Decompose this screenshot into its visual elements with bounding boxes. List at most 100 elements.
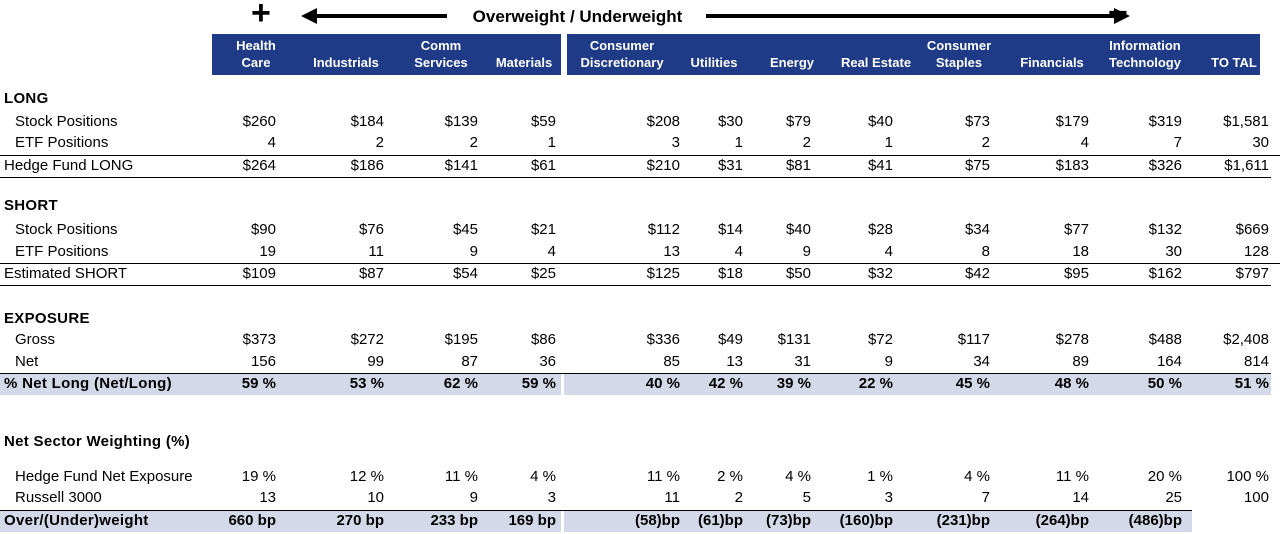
cell-energy: 39 % — [776, 375, 811, 392]
cell-consumer-staples: $117 — [957, 331, 990, 348]
arrow-left-line — [315, 14, 447, 18]
cell-consumer-staples: 8 — [981, 243, 990, 260]
row-label: Stock Positions — [15, 221, 118, 238]
cell-consumer-discretionary: 11 % — [646, 468, 680, 485]
cell-consumer-staples: (231)bp — [936, 512, 990, 529]
col-header-health-care: Health Care — [236, 38, 276, 70]
cell-consumer-discretionary: $336 — [646, 331, 680, 348]
col-header-utilities: Utilities — [690, 55, 738, 70]
rule-short — [0, 263, 1280, 264]
cell-information-technology: 30 — [1165, 243, 1182, 260]
cell-consumer-discretionary: 85 — [663, 353, 680, 370]
cell-utilities: $49 — [717, 331, 743, 348]
cell-utilities: 42 % — [708, 375, 743, 392]
band-separator — [561, 374, 564, 395]
band-pct-net-long — [0, 374, 1271, 395]
cell-consumer-discretionary: 13 — [663, 243, 680, 260]
cell-consumer-staples: $34 — [964, 221, 990, 238]
cell-consumer-discretionary: 11 — [664, 489, 680, 506]
cell-comm-services: 87 — [461, 353, 478, 370]
cell-health-care: 19 — [259, 243, 276, 260]
row-est-short: Estimated SHORT $109 $87 $54 $25 $125 $18 $50 $3… — [0, 265, 1280, 286]
cell-health-care: 19 % — [241, 468, 276, 485]
cell-energy: 2 — [802, 134, 811, 151]
cell-materials: $61 — [530, 157, 556, 174]
row-net: Net 156 99 87 36 85 13 31 9 34 89 164 814 — [0, 353, 1280, 374]
cell-consumer-staples: 34 — [973, 353, 990, 370]
cell-total: 814 — [1243, 353, 1269, 370]
cell-real-estate: 4 — [884, 243, 893, 260]
cell-consumer-discretionary: $112 — [647, 221, 680, 238]
row-short-stock: Stock Positions $90 $76 $45 $21 $112 $14 $40 $28… — [0, 221, 1280, 242]
cell-total: 100 % — [1226, 468, 1269, 485]
cell-utilities: 2 — [734, 489, 743, 506]
cell-information-technology: $162 — [1148, 265, 1182, 282]
cell-real-estate: (160)bp — [839, 512, 893, 529]
section-exposure: EXPOSURE — [4, 310, 90, 327]
cell-financials: $278 — [1055, 331, 1089, 348]
cell-comm-services: $195 — [444, 331, 478, 348]
cell-information-technology: 164 — [1156, 353, 1182, 370]
row-label: Stock Positions — [15, 113, 118, 130]
cell-consumer-staples: 45 % — [955, 375, 990, 392]
cell-energy: 4 % — [785, 468, 811, 485]
arrow-right-line — [706, 14, 1116, 18]
cell-materials: 1 — [547, 134, 556, 151]
header-bar-overweight — [212, 34, 561, 75]
cell-energy: $81 — [785, 157, 811, 174]
cell-health-care: 660 bp — [228, 512, 276, 529]
cell-materials: 4 — [547, 243, 556, 260]
cell-consumer-discretionary: $125 — [646, 265, 680, 282]
cell-total: $1,611 — [1224, 157, 1269, 174]
row-pct-net-long: % Net Long (Net/Long) 59 % 53 % 62 % 59 % 40 … — [0, 375, 1280, 396]
row-label: Net — [15, 353, 39, 370]
cell-health-care: 4 — [267, 134, 276, 151]
cell-information-technology: $319 — [1148, 113, 1182, 130]
col-header-real-estate: Real Estate — [840, 55, 912, 70]
row-long-etf: ETF Positions 4 2 2 1 3 1 2 1 2 4 7 30 — [0, 134, 1280, 155]
row-hf-net-exposure: Hedge Fund Net Exposure 19 % 12 % 11 % 4 % 11… — [0, 468, 1280, 489]
col-header-consumer-discretionary: Consumer Discretionary — [580, 38, 664, 70]
cell-information-technology: 25 — [1165, 489, 1182, 506]
cell-industrials: 99 — [367, 353, 384, 370]
cell-industrials: $87 — [358, 265, 384, 282]
cell-consumer-discretionary: $210 — [646, 157, 680, 174]
cell-materials: $21 — [530, 221, 556, 238]
cell-information-technology: (486)bp — [1128, 512, 1182, 529]
cell-consumer-staples: 4 % — [964, 468, 990, 485]
cell-financials: 18 — [1072, 243, 1089, 260]
cell-comm-services: 9 — [469, 243, 478, 260]
cell-energy: $40 — [785, 221, 811, 238]
cell-total: 128 — [1243, 243, 1269, 260]
cell-health-care: 13 — [259, 489, 276, 506]
cell-energy: $50 — [785, 265, 811, 282]
row-label: Hedge Fund LONG — [4, 157, 134, 174]
cell-health-care: 156 — [250, 353, 276, 370]
row-over-under: Over/(Under)weight 660 bp 270 bp 233 bp 169 … — [0, 512, 1280, 533]
cell-financials: $183 — [1055, 157, 1089, 174]
cell-health-care: $90 — [250, 221, 276, 238]
cell-health-care: $264 — [242, 157, 276, 174]
cell-consumer-staples: $42 — [964, 265, 990, 282]
minus-sign: − — [1108, 0, 1128, 32]
cell-industrials: $272 — [350, 331, 384, 348]
cell-industrials: $76 — [358, 221, 384, 238]
cell-health-care: $260 — [242, 113, 276, 130]
cell-financials: 11 % — [1055, 468, 1089, 485]
header-bar-underweight — [567, 34, 1260, 75]
rule-est-short — [0, 285, 1271, 286]
row-label: ETF Positions — [15, 134, 109, 151]
cell-total: 51 % — [1234, 375, 1269, 392]
cell-real-estate: 9 — [884, 353, 893, 370]
cell-materials: 169 bp — [508, 512, 556, 529]
row-label: Estimated SHORT — [4, 265, 128, 282]
cell-materials: 3 — [547, 489, 556, 506]
cell-financials: 4 — [1080, 134, 1089, 151]
cell-information-technology: $326 — [1148, 157, 1182, 174]
cell-consumer-discretionary: 40 % — [645, 375, 680, 392]
cell-consumer-discretionary: (58)bp — [635, 512, 680, 529]
cell-materials: 36 — [539, 353, 556, 370]
cell-consumer-staples: 2 — [981, 134, 990, 151]
cell-real-estate: $40 — [867, 113, 893, 130]
cell-consumer-staples: $75 — [964, 157, 990, 174]
